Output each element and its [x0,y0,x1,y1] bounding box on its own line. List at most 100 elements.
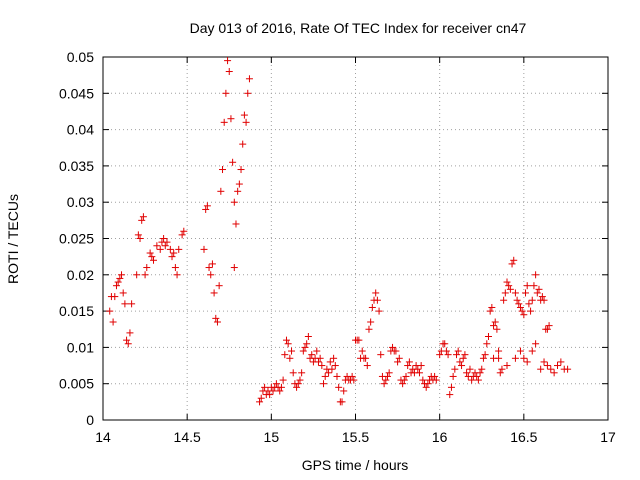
data-point [215,282,223,290]
data-point [447,383,455,391]
data-point [136,235,144,242]
data-point [313,347,321,355]
data-point [294,380,302,388]
y-tick-label: 0.015 [59,303,94,319]
data-point [545,322,553,330]
data-point [210,289,218,297]
x-tick-label: 15 [264,429,280,445]
data-point [139,213,147,221]
data-point [207,271,215,279]
data-point [143,264,151,272]
data-point [308,351,316,359]
data-point [399,380,407,388]
data-point [365,325,373,333]
data-point [112,282,120,290]
data-point [168,253,176,261]
data-point [417,362,425,370]
data-point [510,256,518,264]
grid [103,57,608,420]
data-point [446,391,454,399]
data-point [277,383,285,391]
data-point [367,318,375,326]
data-point [220,118,228,126]
data-point [180,227,188,235]
y-tick-labels: 0 0.005 0.01 0.015 0.02 0.025 0.03 0.035… [59,49,94,428]
data-point [225,68,233,76]
data-point [203,202,211,210]
data-point [237,166,245,174]
data-point [528,347,536,355]
data-point [230,198,238,206]
data-point [293,383,301,391]
chart-title: Day 013 of 2016, Rate Of TEC Index for r… [190,20,527,36]
data-point [523,358,531,366]
data-point [141,271,149,279]
data-point [478,365,486,373]
data-point [402,372,410,380]
data-point [392,347,400,355]
y-tick-label: 0.04 [67,122,94,138]
data-point [441,340,449,348]
data-point [229,158,237,166]
y-tick-label: 0.03 [67,194,94,210]
data-point [239,140,247,148]
data-point [282,336,290,344]
data-point [373,296,381,304]
data-point [484,333,492,341]
data-point [121,300,129,308]
data-point [453,351,460,359]
data-point [419,376,427,384]
data-point [520,354,528,362]
data-point [242,118,250,126]
data-point [363,362,371,370]
data-point [495,347,503,355]
y-tick-label: 0.045 [59,85,94,101]
data-point [178,231,186,239]
data-point [547,365,555,373]
data-point [296,376,304,384]
data-point [382,376,390,384]
data-point [163,238,171,246]
data-point [532,340,540,348]
data-point [375,307,383,315]
data-point [527,307,535,315]
y-tick-label: 0.005 [59,376,94,392]
data-point [528,296,536,304]
data-point [126,329,134,337]
data-point [468,376,476,384]
data-point [486,307,494,315]
data-point [503,362,511,370]
data-point [442,347,450,355]
data-point [330,354,338,362]
y-tick-label: 0.01 [67,339,94,355]
y-tick-label: 0 [86,412,94,428]
data-point [508,260,516,268]
data-point [385,369,393,377]
data-point [333,372,341,380]
data-point [511,354,519,362]
data-point [106,307,114,315]
data-point [266,391,274,399]
data-point [224,57,232,65]
data-point [227,115,235,123]
data-points [106,57,572,406]
data-point [368,303,376,311]
data-point [415,369,423,377]
data-point [543,325,551,333]
data-point [134,231,142,239]
data-point [257,394,265,402]
data-point [395,354,403,362]
data-point [320,380,328,388]
data-point [404,362,412,370]
data-point [118,271,126,279]
data-point [331,362,339,370]
x-tick-label: 17 [600,429,616,445]
data-point [466,365,474,373]
data-point [111,293,119,301]
data-point [513,296,521,304]
data-point [522,289,530,297]
data-point [564,365,572,373]
data-point [314,358,322,366]
data-point [488,303,496,311]
data-point [124,340,132,348]
